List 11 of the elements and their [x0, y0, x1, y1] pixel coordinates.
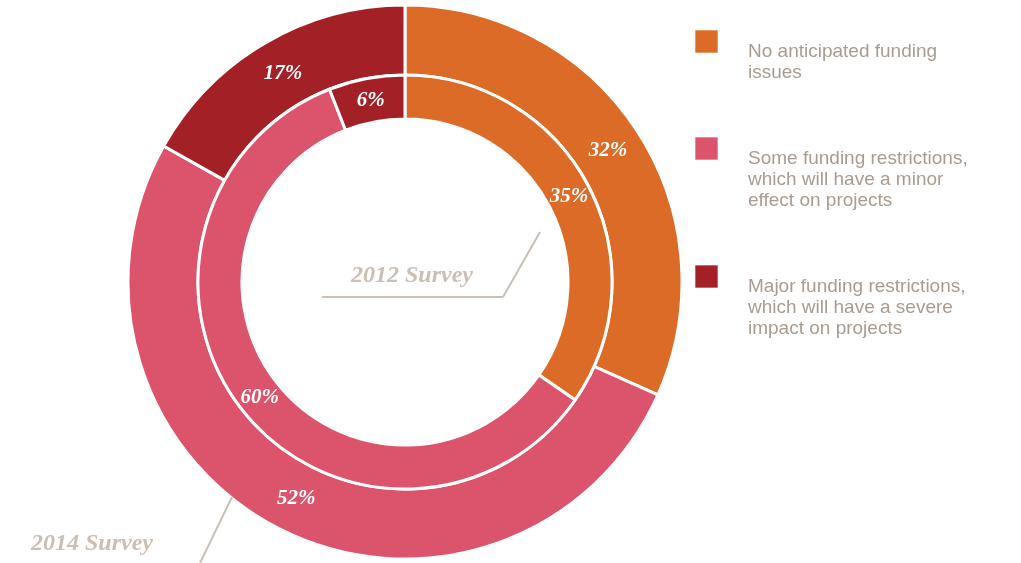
data-label: 52%: [276, 485, 316, 510]
legend-label: Major funding restrictions, which will have a severe impact on projects: [747, 274, 966, 338]
data-label: 32%: [587, 137, 628, 162]
data-label: 60%: [240, 383, 280, 408]
legend-label: No anticipated funding issues: [748, 39, 938, 82]
legend-label: Some funding restrictions, which will have a minor effect on projects: [747, 146, 968, 210]
data-label: 35%: [548, 183, 589, 208]
slice-label: 2012 Survey: [350, 261, 474, 287]
data-label: 17%: [263, 60, 303, 85]
data-label: 6%: [356, 87, 385, 112]
slice-label: 2014 Survey: [30, 529, 154, 555]
